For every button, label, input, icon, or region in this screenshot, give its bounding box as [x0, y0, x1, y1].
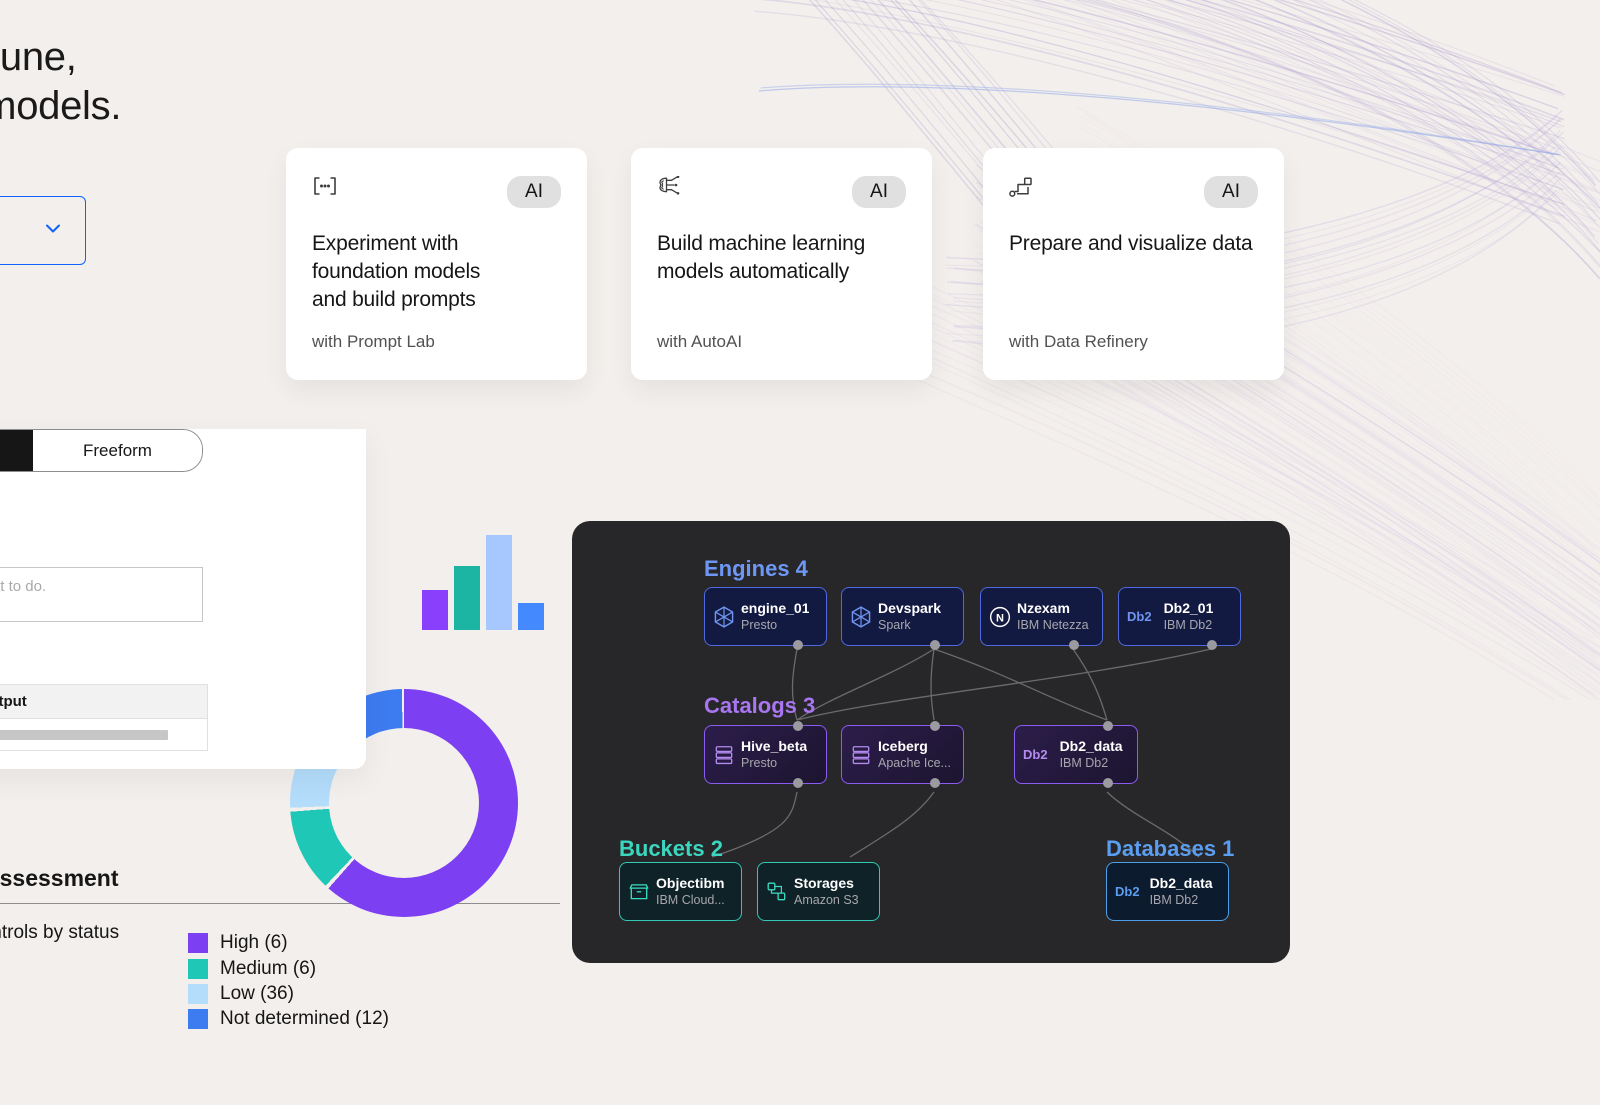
svg-text:N: N	[996, 612, 1004, 624]
